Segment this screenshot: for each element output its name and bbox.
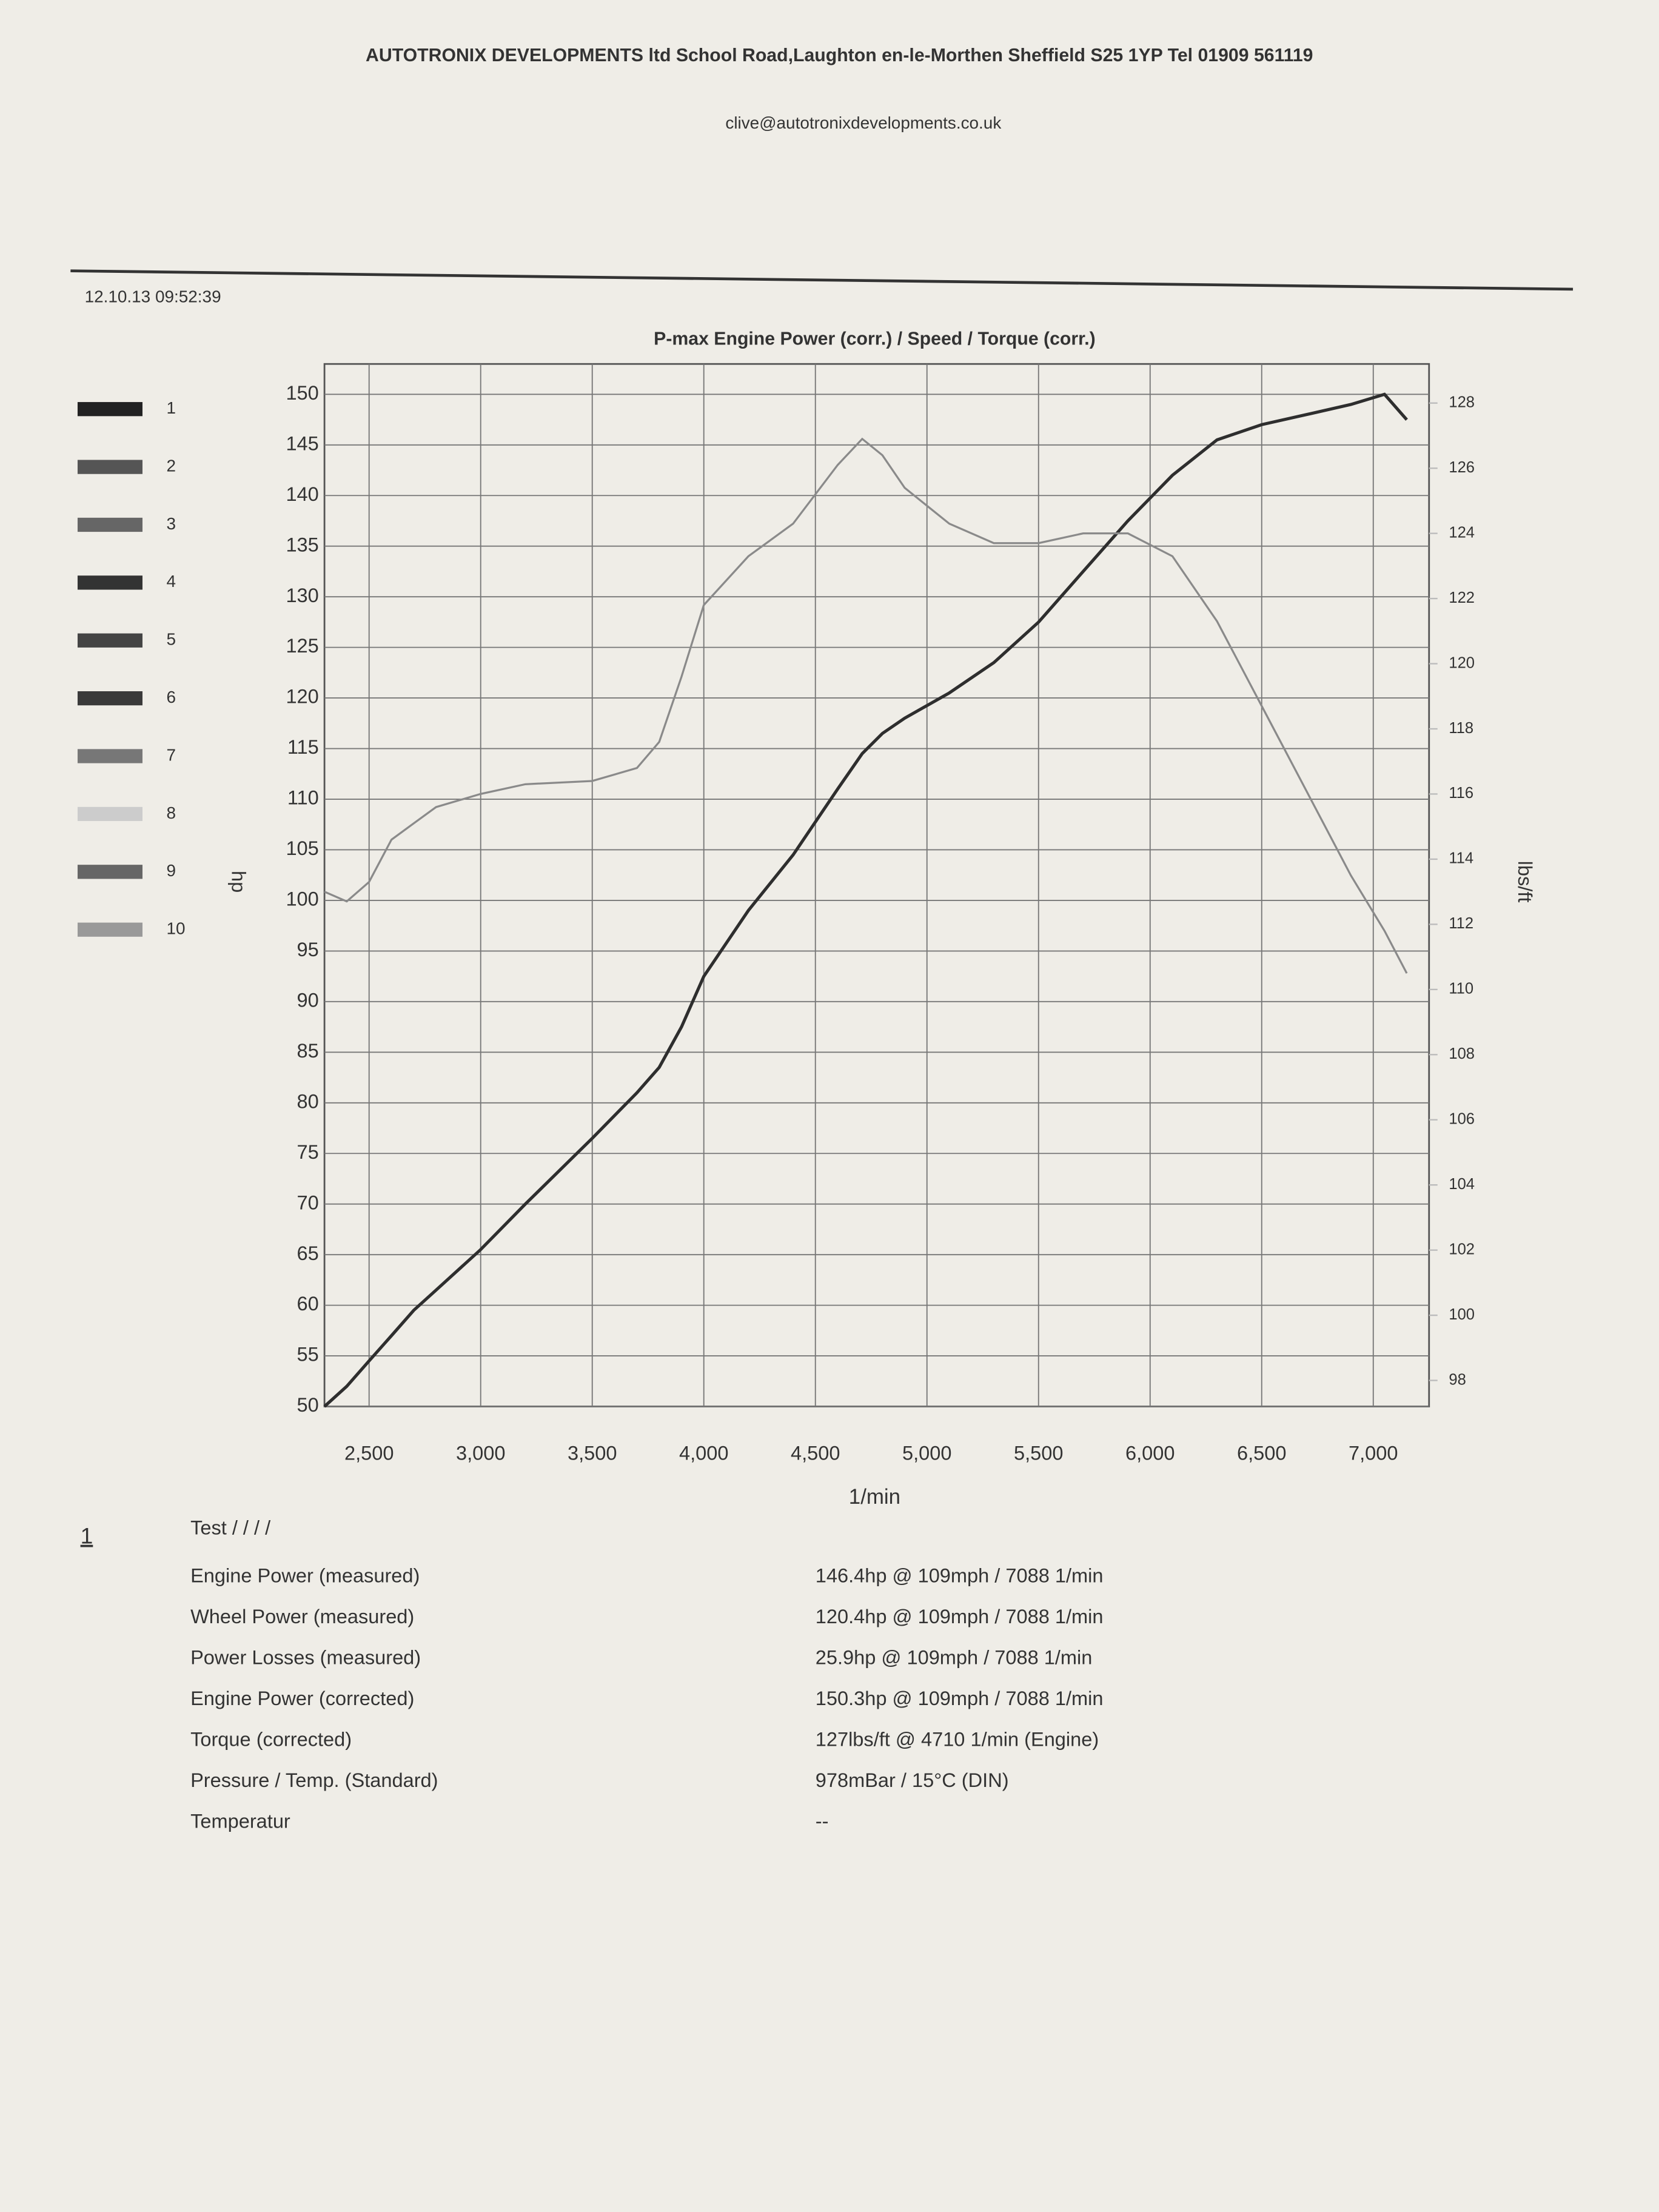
y-tick-label: 75	[297, 1141, 319, 1163]
y-tick-label: 80	[297, 1090, 319, 1112]
result-value: 120.4hp @ 109mph / 7088 1/min	[816, 1606, 1104, 1627]
y2-tick-label: 106	[1449, 1111, 1475, 1128]
result-label: Wheel Power (measured)	[190, 1606, 414, 1627]
x-tick-label: 6,500	[1237, 1442, 1287, 1464]
x-tick-label: 5,500	[1014, 1442, 1064, 1464]
legend-swatch	[77, 575, 142, 590]
legend-label: 3	[167, 514, 176, 533]
y-tick-label: 110	[287, 787, 319, 809]
chart-title: P-max Engine Power (corr.) / Speed / Tor…	[654, 329, 1096, 349]
y-tick-label: 140	[286, 483, 318, 505]
legend-label: 8	[167, 803, 176, 822]
y-tick-label: 125	[286, 635, 318, 657]
legend-label: 2	[167, 456, 176, 475]
y-tick-label: 90	[297, 989, 319, 1011]
y2-tick-label: 112	[1449, 915, 1473, 932]
legend-label: 7	[167, 745, 176, 764]
legend-label: 5	[167, 630, 176, 649]
y-tick-label: 55	[297, 1344, 319, 1366]
result-value: 146.4hp @ 109mph / 7088 1/min	[816, 1565, 1104, 1587]
y-tick-label: 145	[286, 432, 318, 454]
result-label: Power Losses (measured)	[190, 1647, 421, 1669]
result-label: Pressure / Temp. (Standard)	[190, 1769, 438, 1791]
x-tick-label: 2,500	[344, 1442, 394, 1464]
x-tick-label: 3,500	[568, 1442, 617, 1464]
y2-axis-label: lbs/ft	[1514, 861, 1536, 903]
y2-tick-label: 100	[1449, 1306, 1475, 1323]
x-tick-label: 4,500	[791, 1442, 840, 1464]
legend-swatch	[77, 865, 142, 879]
legend-swatch	[77, 922, 142, 937]
x-tick-label: 5,000	[902, 1442, 952, 1464]
y2-tick-label: 118	[1449, 720, 1473, 737]
y2-tick-label: 114	[1449, 850, 1473, 867]
y2-tick-label: 124	[1449, 524, 1475, 541]
y-tick-label: 115	[287, 736, 319, 758]
y-axis-label: hp	[227, 871, 249, 893]
email: clive@autotronixdevelopments.co.uk	[725, 113, 1001, 132]
company: AUTOTRONIX DEVELOPMENTS ltd School Road,…	[366, 45, 1313, 65]
legend-swatch	[77, 460, 142, 474]
x-tick-label: 6,000	[1125, 1442, 1175, 1464]
x-tick-label: 4,000	[679, 1442, 729, 1464]
series-line	[324, 437, 1408, 974]
y-tick-label: 65	[297, 1242, 319, 1264]
legend-label: 6	[167, 688, 176, 706]
y2-tick-label: 108	[1449, 1045, 1475, 1062]
x-axis-label: 1/min	[849, 1485, 900, 1509]
result-value: 978mBar / 15°C (DIN)	[816, 1769, 1009, 1791]
result-label: Torque (corrected)	[190, 1729, 352, 1751]
result-value: 150.3hp @ 109mph / 7088 1/min	[816, 1687, 1104, 1709]
y-tick-label: 120	[286, 686, 318, 708]
run-number: 1	[81, 1523, 93, 1549]
legend-label: 1	[167, 398, 176, 417]
legend-label: 4	[167, 572, 176, 591]
legend-swatch	[77, 402, 142, 417]
y2-tick-label: 98	[1449, 1371, 1466, 1388]
y-tick-label: 70	[297, 1191, 319, 1213]
y2-tick-label: 116	[1449, 785, 1473, 802]
y2-tick-label: 102	[1449, 1241, 1475, 1258]
y2-tick-label: 110	[1449, 980, 1473, 997]
result-label: Engine Power (corrected)	[190, 1687, 414, 1709]
legend-swatch	[77, 749, 142, 763]
y-tick-label: 95	[297, 939, 319, 960]
legend-label: 9	[167, 861, 176, 880]
y-tick-label: 150	[286, 382, 318, 404]
y-tick-label: 50	[297, 1394, 319, 1416]
x-tick-label: 3,000	[456, 1442, 506, 1464]
y2-tick-label: 104	[1449, 1176, 1475, 1193]
rule	[70, 269, 1574, 291]
y-tick-label: 105	[286, 837, 318, 859]
x-tick-label: 7,000	[1349, 1442, 1398, 1464]
y2-tick-label: 122	[1449, 589, 1475, 606]
timestamp: 12.10.13 09:52:39	[85, 287, 221, 306]
y-tick-label: 130	[286, 585, 318, 606]
legend-swatch	[77, 691, 142, 706]
y2-tick-label: 126	[1449, 459, 1475, 476]
y2-tick-label: 128	[1449, 394, 1475, 411]
legend-swatch	[77, 633, 142, 648]
result-value: --	[816, 1810, 829, 1832]
test-label: Test / / / /	[190, 1517, 271, 1539]
result-value: 127lbs/ft @ 4710 1/min (Engine)	[816, 1729, 1099, 1751]
legend-swatch	[77, 806, 142, 822]
y-tick-label: 85	[297, 1040, 319, 1062]
y-tick-label: 60	[297, 1293, 319, 1315]
result-label: Temperatur	[190, 1810, 290, 1832]
legend-swatch	[77, 517, 142, 532]
series-line	[323, 392, 1408, 1408]
result-label: Engine Power (measured)	[190, 1565, 420, 1587]
legend-label: 10	[167, 919, 186, 938]
y-tick-label: 100	[286, 888, 318, 910]
y2-tick-label: 120	[1449, 654, 1475, 671]
y-tick-label: 135	[286, 534, 318, 555]
result-value: 25.9hp @ 109mph / 7088 1/min	[816, 1647, 1093, 1669]
